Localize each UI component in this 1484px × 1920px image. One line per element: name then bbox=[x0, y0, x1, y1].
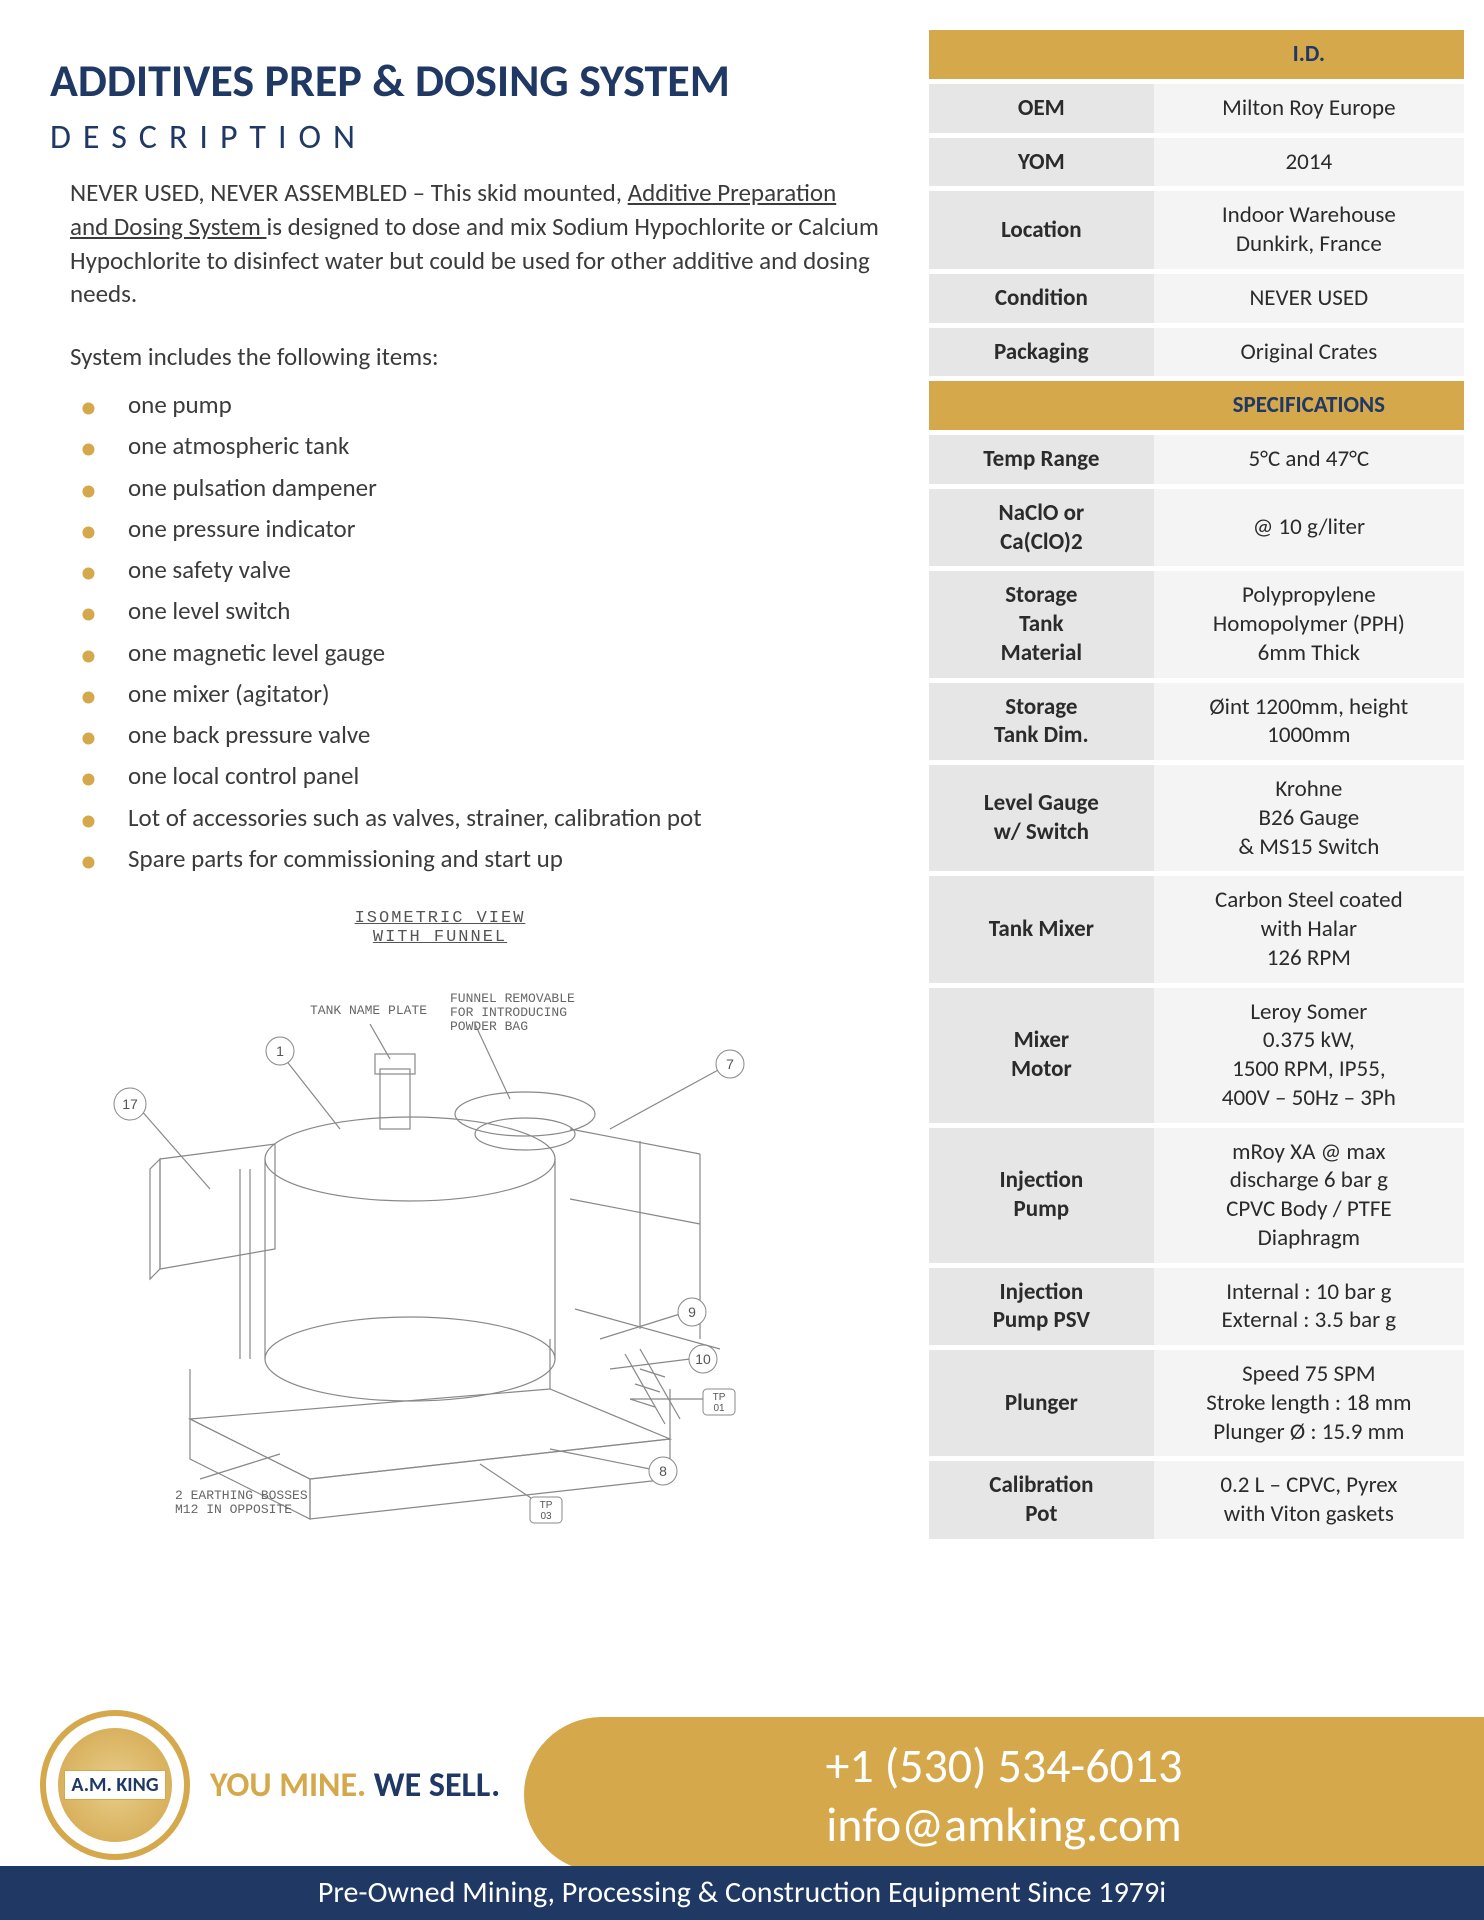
includes-label: System includes the following items: bbox=[70, 341, 909, 372]
svg-text:03: 03 bbox=[540, 1511, 552, 1522]
list-item: one pulsation dampener bbox=[80, 467, 909, 508]
table-row: MixerMotorLeroy Somer0.375 kW,1500 RPM, … bbox=[929, 988, 1464, 1123]
table-row: CalibrationPot0.2 L – CPVC, Pyrexwith Vi… bbox=[929, 1461, 1464, 1539]
svg-text:TP: TP bbox=[540, 1500, 553, 1511]
list-item: one safety valve bbox=[80, 549, 909, 590]
diagram-title-line1: ISOMETRIC VIEW bbox=[355, 909, 526, 928]
logo-text: A.M. KING bbox=[64, 1770, 165, 1800]
diagram-title: ISOMETRIC VIEW WITH FUNNEL bbox=[355, 909, 526, 947]
svg-text:TANK NAME PLATE: TANK NAME PLATE bbox=[310, 1003, 427, 1018]
svg-text:1: 1 bbox=[276, 1043, 284, 1059]
contact-band: +1 (530) 534-6013 info@amking.com bbox=[524, 1717, 1484, 1872]
spec-table: I.D. OEMMilton Roy Europe YOM2014 Locati… bbox=[929, 25, 1464, 1544]
svg-text:01: 01 bbox=[713, 1403, 725, 1414]
table-row: StorageTank Dim.Øint 1200mm, height1000m… bbox=[929, 683, 1464, 761]
svg-text:7: 7 bbox=[726, 1056, 734, 1072]
svg-text:FOR INTRODUCING: FOR INTRODUCING bbox=[450, 1005, 567, 1020]
table-row: InjectionPump PSVInternal : 10 bar gExte… bbox=[929, 1268, 1464, 1346]
svg-text:M12 IN OPPOSITE: M12 IN OPPOSITE bbox=[175, 1502, 292, 1517]
email-address: info@amking.com bbox=[826, 1795, 1181, 1854]
table-row: Tank MixerCarbon Steel coatedwith Halar1… bbox=[929, 876, 1464, 982]
table-row: InjectionPumpmRoy XA @ maxdischarge 6 ba… bbox=[929, 1128, 1464, 1263]
id-header-value: I.D. bbox=[1154, 30, 1464, 79]
table-row: ConditionNEVER USED bbox=[929, 274, 1464, 323]
svg-text:2 EARTHING BOSSES: 2 EARTHING BOSSES bbox=[175, 1488, 308, 1503]
right-column: I.D. OEMMilton Roy Europe YOM2014 Locati… bbox=[929, 25, 1464, 1544]
description-heading: DESCRIPTION bbox=[50, 117, 909, 158]
table-row: Level Gaugew/ SwitchKrohneB26 Gauge& MS1… bbox=[929, 765, 1464, 871]
svg-text:9: 9 bbox=[688, 1304, 696, 1320]
svg-text:POWDER BAG: POWDER BAG bbox=[450, 1019, 528, 1034]
left-column: ADDITIVES PREP & DOSING SYSTEM DESCRIPTI… bbox=[50, 25, 929, 1544]
diagram-title-line2: WITH FUNNEL bbox=[373, 928, 507, 947]
table-row: StorageTankMaterialPolypropyleneHomopoly… bbox=[929, 571, 1464, 677]
footer: +1 (530) 534-6013 info@amking.com A.M. K… bbox=[0, 1690, 1484, 1920]
list-item: one pressure indicator bbox=[80, 508, 909, 549]
svg-text:10: 10 bbox=[695, 1351, 711, 1367]
table-row: LocationIndoor WarehouseDunkirk, France bbox=[929, 191, 1464, 269]
diagram-svg: TANK NAME PLATE FUNNEL REMOVABLE FOR INT… bbox=[80, 959, 800, 1529]
table-row: PlungerSpeed 75 SPMStroke length : 18 mm… bbox=[929, 1350, 1464, 1456]
svg-text:17: 17 bbox=[122, 1096, 138, 1112]
bullet-list: one pump one atmospheric tank one pulsat… bbox=[80, 384, 909, 879]
main-title: ADDITIVES PREP & DOSING SYSTEM bbox=[50, 53, 909, 109]
svg-text:FUNNEL REMOVABLE: FUNNEL REMOVABLE bbox=[450, 991, 575, 1006]
isometric-diagram: ISOMETRIC VIEW WITH FUNNEL bbox=[80, 909, 800, 1529]
list-item: one atmospheric tank bbox=[80, 425, 909, 466]
phone-number: +1 (530) 534-6013 bbox=[825, 1736, 1182, 1795]
footer-strap: Pre-Owned Mining, Processing & Construct… bbox=[0, 1866, 1484, 1920]
list-item: one mixer (agitator) bbox=[80, 673, 909, 714]
table-row: PackagingOriginal Crates bbox=[929, 328, 1464, 377]
list-item: Lot of accessories such as valves, strai… bbox=[80, 797, 909, 838]
list-item: one local control panel bbox=[80, 755, 909, 796]
table-row: NaClO orCa(ClO)2@ 10 g/liter bbox=[929, 489, 1464, 567]
spec-header-row: SPECIFICATIONS bbox=[929, 381, 1464, 430]
id-header-blank bbox=[929, 30, 1154, 79]
list-item: one level switch bbox=[80, 590, 909, 631]
list-item: Spare parts for commissioning and start … bbox=[80, 838, 909, 879]
table-row: YOM2014 bbox=[929, 138, 1464, 187]
tagline-you: YOU MINE. bbox=[210, 1765, 374, 1806]
intro-paragraph: NEVER USED, NEVER ASSEMBLED – This skid … bbox=[70, 176, 909, 311]
logo-block: A.M. KING YOU MINE. WE SELL. bbox=[40, 1710, 500, 1860]
intro-lead: NEVER USED, NEVER ASSEMBLED – This skid … bbox=[70, 177, 628, 208]
list-item: one magnetic level gauge bbox=[80, 632, 909, 673]
spec-header-value: SPECIFICATIONS bbox=[1154, 381, 1464, 430]
logo-icon: A.M. KING bbox=[40, 1710, 190, 1860]
svg-text:TP: TP bbox=[713, 1392, 726, 1403]
tagline: YOU MINE. WE SELL. bbox=[210, 1765, 500, 1806]
table-row: Temp Range5°C and 47°C bbox=[929, 435, 1464, 484]
tagline-we: WE SELL. bbox=[374, 1765, 500, 1806]
table-row: OEMMilton Roy Europe bbox=[929, 84, 1464, 133]
id-header-row: I.D. bbox=[929, 30, 1464, 79]
list-item: one back pressure valve bbox=[80, 714, 909, 755]
svg-text:8: 8 bbox=[659, 1463, 667, 1479]
list-item: one pump bbox=[80, 384, 909, 425]
